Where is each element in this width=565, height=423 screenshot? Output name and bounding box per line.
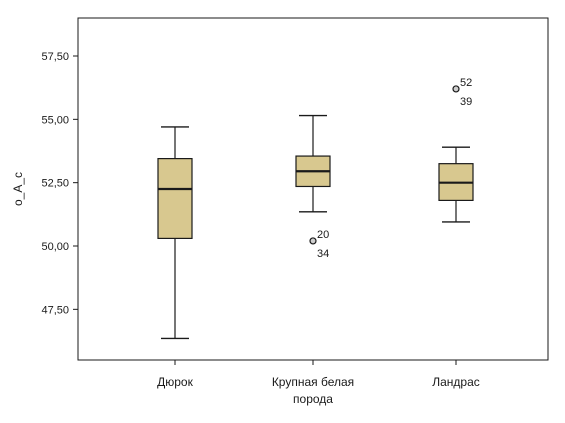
x-category-label-line: Крупная белая — [272, 375, 354, 389]
outlier-label: 52 — [460, 77, 472, 89]
y-axis-title: o_A_c — [11, 172, 25, 206]
y-axis: 47,50 50,00 52,50 55,00 57,50 — [41, 51, 78, 316]
outlier-point — [452, 85, 460, 93]
x-category-label-line: Ландрас — [432, 375, 480, 389]
outlier-point — [309, 237, 317, 245]
outlier-label: 34 — [317, 248, 329, 260]
x-category-label-line: Дюрок — [157, 375, 193, 389]
outlier-label: 20 — [317, 229, 329, 241]
x-category-label: Дюрок — [157, 375, 193, 389]
y-tick-label: 47,50 — [41, 304, 69, 316]
box-group — [157, 126, 193, 340]
x-axis: Дюрок Крупная белая порода Ландрас — [157, 360, 480, 406]
y-tick-label: 50,00 — [41, 241, 69, 253]
x-category-label: Ландрас — [432, 375, 480, 389]
outlier-label: 39 — [460, 96, 472, 108]
y-tick-label: 57,50 — [41, 51, 69, 63]
box-group: 52 39 — [438, 77, 474, 223]
y-tick-label: 55,00 — [41, 114, 69, 126]
x-category-label: Крупная белая порода — [272, 375, 354, 406]
iqr-box — [157, 158, 193, 240]
y-tick-label: 52,50 — [41, 178, 69, 190]
x-category-label-line: порода — [293, 392, 333, 406]
